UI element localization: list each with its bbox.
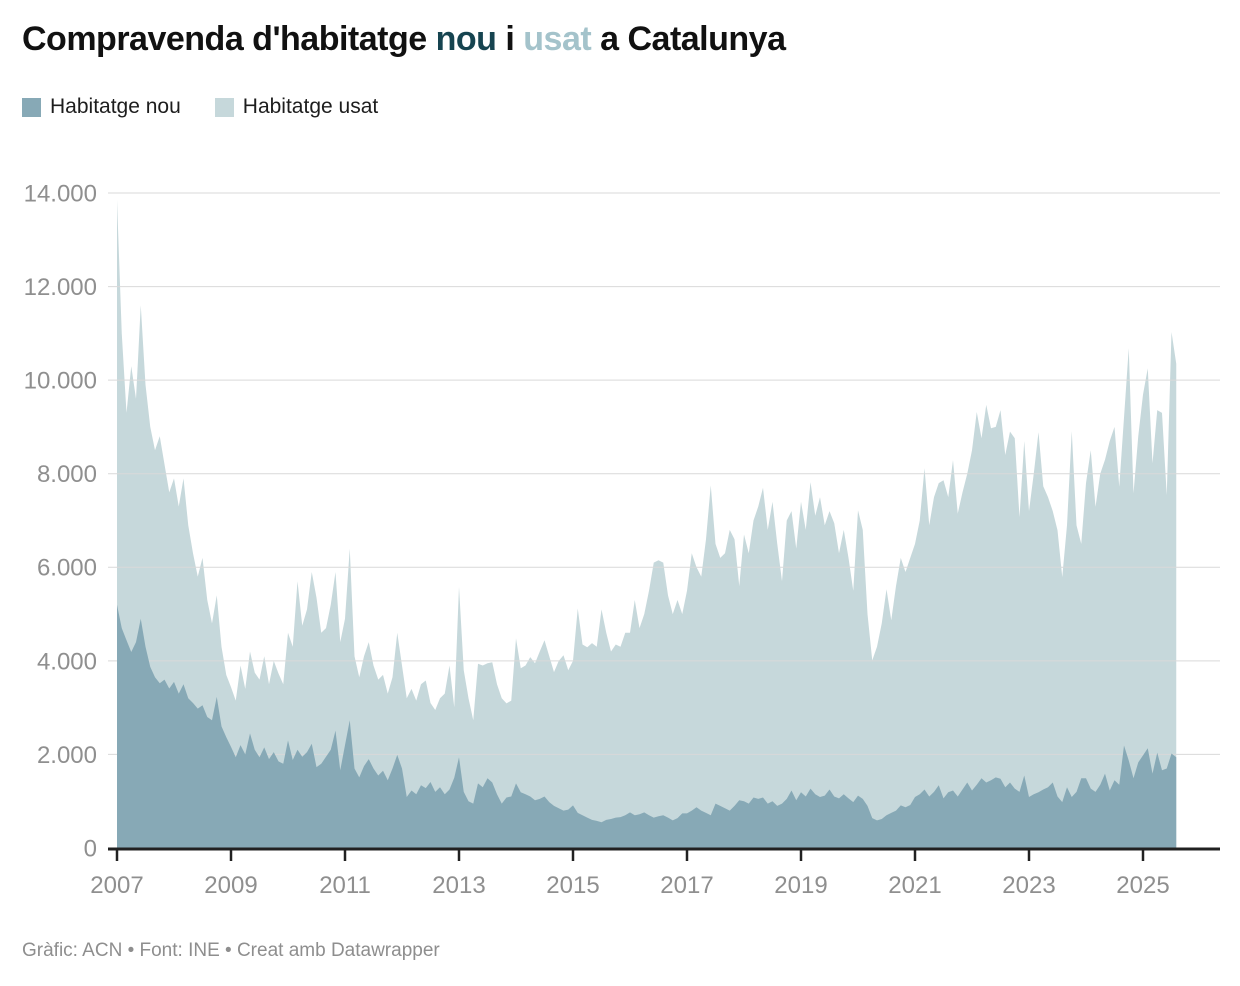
legend: Habitatge nou Habitatge usat [22, 95, 402, 119]
x-tick-label-2013: 2013 [432, 872, 485, 899]
y-tick-label-0: 0 [84, 835, 97, 862]
attribution-text: Gràfic: ACN • Font: INE • Creat amb Data… [22, 940, 440, 961]
title-highlight-nou: nou [435, 20, 497, 58]
area-habitatge-nou [117, 604, 1177, 848]
legend-item-nou: Habitatge nou [22, 95, 181, 119]
x-tick-label-2025: 2025 [1116, 872, 1169, 899]
chart-title: Compravenda d'habitatge nou i usat a Cat… [22, 20, 786, 59]
y-tick-label-4000: 4.000 [37, 648, 97, 675]
legend-item-usat: Habitatge usat [214, 95, 379, 119]
x-tick-label-2023: 2023 [1002, 872, 1055, 899]
legend-label-nou: Habitatge nou [50, 95, 181, 118]
x-tick-label-2009: 2009 [204, 872, 257, 899]
title-highlight-usat: usat [523, 20, 592, 58]
y-tick-label-12000: 12.000 [24, 274, 97, 301]
x-tick-label-2021: 2021 [888, 872, 941, 899]
y-tick-label-10000: 10.000 [24, 368, 97, 395]
chart-footer: Gràfic: ACN • Font: INE • Creat amb Data… [22, 940, 440, 962]
area-habitatge-usat [117, 200, 1177, 848]
y-tick-label-2000: 2.000 [37, 742, 97, 769]
x-tick-label-2017: 2017 [660, 872, 713, 899]
y-tick-label-14000: 14.000 [24, 180, 97, 207]
y-tick-label-8000: 8.000 [37, 461, 97, 488]
x-tick-label-2015: 2015 [546, 872, 599, 899]
title-text: Compravenda d'habitatge [22, 20, 436, 58]
legend-label-usat: Habitatge usat [242, 95, 379, 118]
legend-swatch-usat-icon [214, 97, 234, 117]
y-tick-label-6000: 6.000 [37, 555, 97, 582]
x-tick-label-2007: 2007 [90, 872, 143, 899]
x-tick-label-2019: 2019 [774, 872, 827, 899]
x-tick-label-2011: 2011 [319, 872, 371, 899]
title-connector: i [496, 20, 524, 58]
title-suffix: a Catalunya [591, 20, 786, 58]
legend-swatch-nou-icon [22, 97, 41, 117]
